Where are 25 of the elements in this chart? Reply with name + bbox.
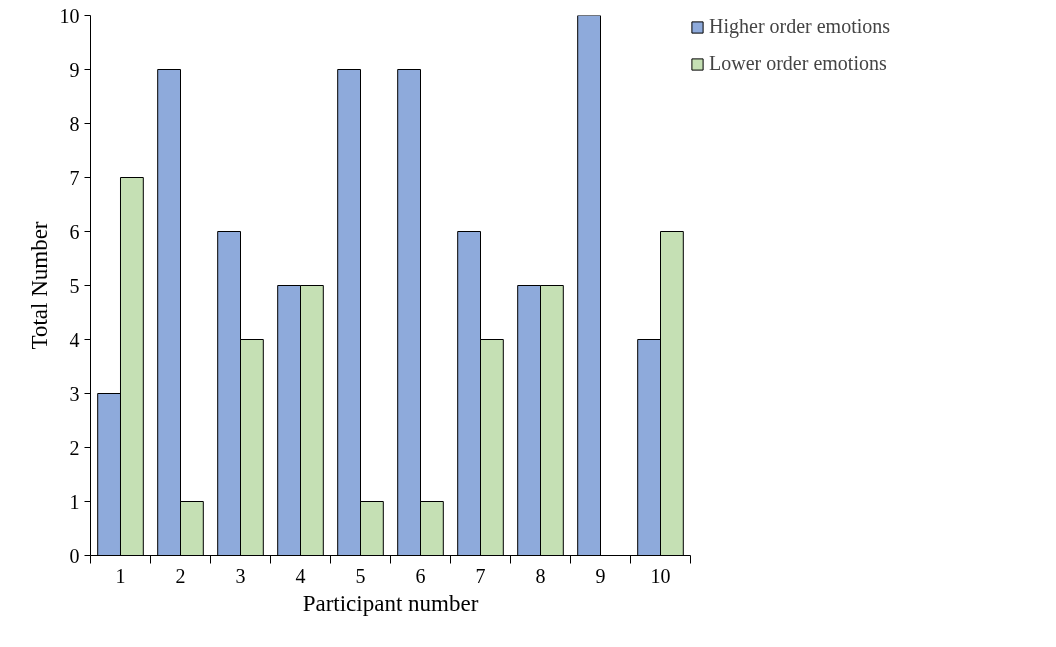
y-tick-label: 9 [69,58,80,81]
x-tick-label: 4 [295,564,306,587]
x-tick-label: 6 [415,564,426,587]
x-tick-label: 9 [595,564,606,587]
x-tick-label: 8 [535,564,546,587]
x-tick-label: 5 [355,564,366,587]
y-tick-label: 6 [69,220,80,243]
x-tick-label: 7 [475,564,486,587]
y-tick-label: 3 [69,382,80,405]
x-axis-title: Participant number [302,590,479,616]
x-tick-label: 2 [175,564,186,587]
legend-label: Higher order emotions [709,15,891,38]
x-tick-label: 1 [115,564,126,587]
y-tick-label: 1 [69,490,80,513]
legend-label: Lower order emotions [709,52,887,75]
y-tick-label: 0 [69,544,80,567]
y-tick-label: 5 [69,274,80,297]
y-tick-label: 8 [69,112,80,135]
y-tick-label: 10 [59,4,80,27]
y-tick-label: 2 [69,436,80,459]
x-tick-label: 3 [235,564,246,587]
x-tick-label: 10 [650,564,671,587]
y-tick-label: 4 [69,328,80,351]
y-tick-label: 7 [69,166,80,189]
y-axis-title: Total Number [26,221,52,350]
